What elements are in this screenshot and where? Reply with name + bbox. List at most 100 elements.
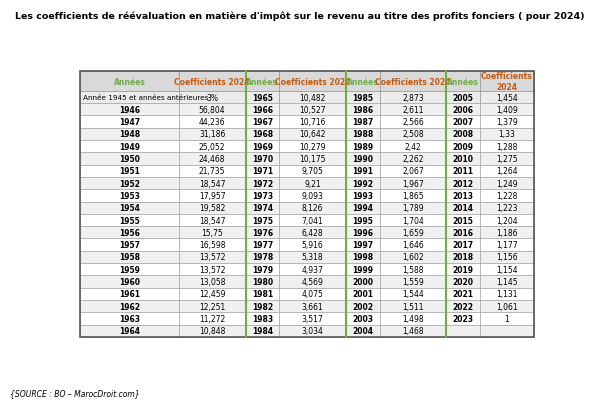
Bar — [179, 313, 246, 325]
Bar — [279, 72, 346, 92]
Bar — [179, 251, 246, 263]
Text: 1953: 1953 — [119, 192, 140, 200]
Text: 1,659: 1,659 — [402, 228, 424, 237]
Text: 2003: 2003 — [352, 314, 373, 323]
Bar — [80, 313, 179, 325]
Bar — [480, 141, 534, 153]
Bar — [246, 325, 279, 337]
Text: 2015: 2015 — [453, 216, 474, 225]
Text: 1967: 1967 — [252, 118, 273, 127]
Text: 1971: 1971 — [252, 167, 273, 176]
Bar — [246, 251, 279, 263]
Bar — [346, 263, 380, 276]
Bar — [346, 153, 380, 165]
Bar — [346, 313, 380, 325]
Bar — [446, 165, 480, 177]
Bar — [80, 177, 179, 190]
Text: 2008: 2008 — [453, 130, 474, 139]
Text: 1951: 1951 — [119, 167, 140, 176]
Text: 3,661: 3,661 — [302, 302, 323, 311]
Bar — [246, 190, 279, 202]
Text: 1957: 1957 — [119, 241, 140, 249]
Bar — [179, 263, 246, 276]
Bar — [179, 202, 246, 214]
Bar — [80, 263, 179, 276]
Text: 2021: 2021 — [453, 290, 474, 298]
Bar — [446, 239, 480, 251]
Text: 1997: 1997 — [352, 241, 373, 249]
Bar — [380, 214, 446, 227]
Text: 1989: 1989 — [352, 143, 373, 151]
Bar — [246, 313, 279, 325]
Bar — [179, 276, 246, 288]
Text: 1979: 1979 — [252, 265, 273, 274]
Text: 12,251: 12,251 — [199, 302, 225, 311]
Text: 17,957: 17,957 — [199, 192, 225, 200]
Text: 1995: 1995 — [352, 216, 373, 225]
Bar — [279, 313, 346, 325]
Bar — [246, 128, 279, 141]
Text: 1,177: 1,177 — [496, 241, 518, 249]
Bar — [179, 165, 246, 177]
Bar — [246, 276, 279, 288]
Bar — [480, 153, 534, 165]
Bar — [380, 116, 446, 128]
Text: 1988: 1988 — [352, 130, 373, 139]
Bar — [480, 239, 534, 251]
Bar — [346, 141, 380, 153]
Bar — [346, 202, 380, 214]
Text: 2,067: 2,067 — [402, 167, 424, 176]
Bar — [179, 128, 246, 141]
Text: 1993: 1993 — [352, 192, 373, 200]
Text: 1965: 1965 — [252, 93, 273, 102]
Text: 5,916: 5,916 — [302, 241, 323, 249]
Text: 44,236: 44,236 — [199, 118, 225, 127]
Bar — [80, 300, 179, 313]
Bar — [380, 288, 446, 300]
Bar — [279, 116, 346, 128]
Bar — [179, 72, 246, 92]
Bar — [380, 251, 446, 263]
Text: 1984: 1984 — [252, 326, 273, 335]
Bar — [480, 263, 534, 276]
Bar — [480, 190, 534, 202]
Text: Années: Années — [114, 77, 146, 86]
Text: 1969: 1969 — [252, 143, 273, 151]
Text: 1,264: 1,264 — [496, 167, 518, 176]
Text: 1964: 1964 — [119, 326, 140, 335]
Bar — [246, 300, 279, 313]
Text: 1,409: 1,409 — [496, 106, 518, 115]
Text: 1,145: 1,145 — [496, 277, 518, 286]
Text: 21,735: 21,735 — [199, 167, 225, 176]
Bar — [480, 313, 534, 325]
Bar — [380, 72, 446, 92]
Text: 2,42: 2,42 — [405, 143, 421, 151]
Text: 1947: 1947 — [119, 118, 140, 127]
Bar — [80, 190, 179, 202]
Bar — [480, 227, 534, 239]
Text: 1,154: 1,154 — [496, 265, 518, 274]
Text: 1990: 1990 — [352, 155, 373, 164]
Text: 1,186: 1,186 — [496, 228, 518, 237]
Text: 4,937: 4,937 — [302, 265, 323, 274]
Text: 1955: 1955 — [119, 216, 140, 225]
Bar — [246, 177, 279, 190]
Bar — [380, 325, 446, 337]
Bar — [179, 104, 246, 116]
Bar — [179, 239, 246, 251]
Text: 24,468: 24,468 — [199, 155, 225, 164]
Text: 6,428: 6,428 — [302, 228, 323, 237]
Text: 1968: 1968 — [252, 130, 273, 139]
Bar — [446, 92, 480, 104]
Text: 2019: 2019 — [453, 265, 474, 274]
Text: Années: Années — [447, 77, 479, 86]
Bar — [279, 263, 346, 276]
Text: 1,498: 1,498 — [402, 314, 424, 323]
Text: Année 1945 et années antérieures: Année 1945 et années antérieures — [83, 95, 208, 101]
Bar — [246, 104, 279, 116]
Bar — [279, 325, 346, 337]
Text: 1,544: 1,544 — [402, 290, 424, 298]
Text: 1960: 1960 — [119, 277, 140, 286]
Bar — [80, 165, 179, 177]
Bar — [246, 288, 279, 300]
